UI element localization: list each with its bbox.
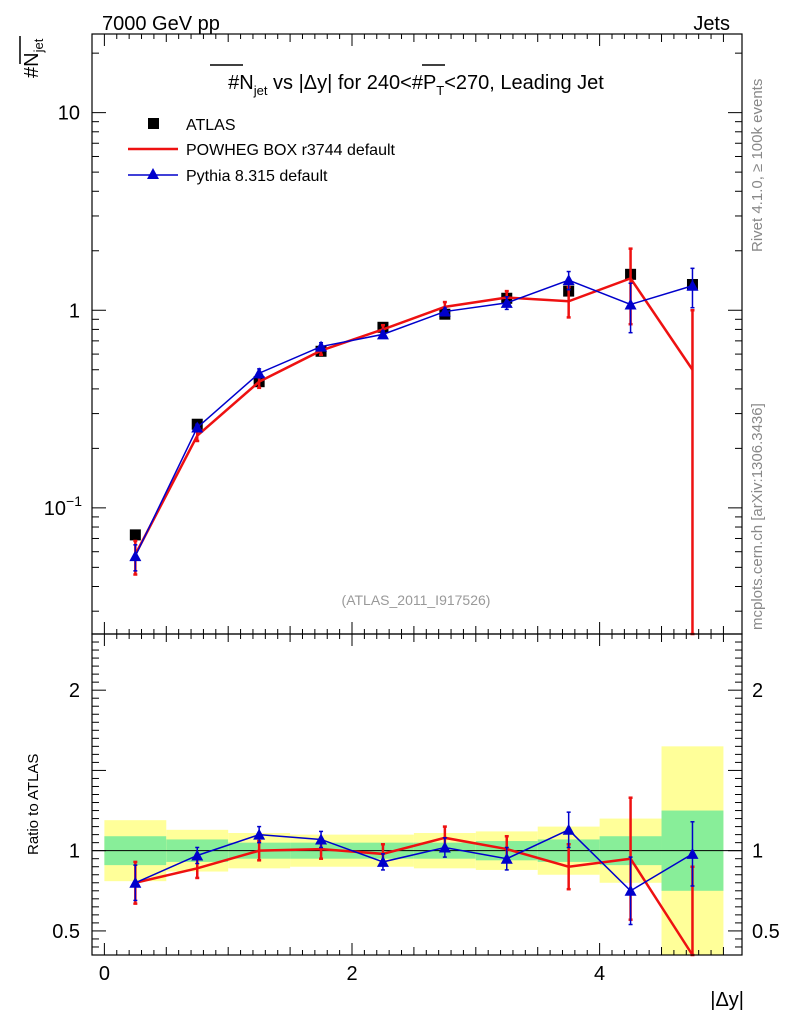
main-y-tick-label-1: 1 — [69, 300, 80, 322]
pythia-point-9 — [686, 279, 699, 291]
main-ylabel-prefix: # — [21, 66, 43, 78]
pythia-point-1 — [191, 421, 204, 433]
title-n-sub: jet — [253, 83, 268, 98]
legend-label-pythia: Pythia 8.315 default — [186, 168, 328, 185]
legend-marker-atlas — [148, 118, 159, 129]
main-y-tick-label-base-2: 10 — [44, 498, 66, 520]
pythia-ratio-point-9 — [686, 847, 699, 859]
x-tick-label-1: 2 — [346, 963, 357, 985]
pythia-ratio-point-6 — [500, 852, 513, 864]
process-label: Jets — [693, 13, 730, 35]
pythia-ratio-point-5 — [438, 841, 451, 853]
title-n: N — [239, 72, 253, 94]
pythia-point-6 — [500, 296, 513, 308]
svg-text:#Njet: #Njet — [21, 38, 46, 78]
pythia-point-0 — [129, 550, 142, 562]
pythia-ratio-line — [135, 828, 693, 892]
title-p-sub: T — [436, 83, 444, 98]
legend: ATLAS POWHEG BOX r3744 default Pythia 8.… — [128, 117, 396, 185]
pythia-ratio-point-2 — [253, 828, 266, 840]
x-axis-label: |Δy| — [710, 989, 744, 1011]
title-prefix: # — [228, 72, 240, 94]
powheg-ratio-line — [135, 836, 694, 956]
mcplots-label: mcplots.cern.ch [arXiv:1306.3436] — [749, 403, 766, 630]
title-p: P — [423, 72, 436, 94]
pythia-ratio-point-8 — [624, 884, 637, 896]
atlas-point-0 — [129, 529, 141, 541]
pythia-line — [134, 279, 693, 557]
ratio-y-tick-label-left-0: 2 — [69, 680, 80, 702]
main-ylabel-sub: jet — [31, 38, 46, 53]
pythia-point-2 — [253, 367, 266, 379]
plot-title: #Njet vs |Δy| for 240<#PT<270, Leading J… — [228, 72, 604, 98]
ratio-frame — [91, 633, 743, 956]
main-ylabel: #Njet — [19, 36, 46, 78]
rivet-info-label: Rivet 4.1.0, ≥ 100k events — [749, 79, 766, 252]
ratio-y-tick-label-left-2: 0.5 — [52, 921, 80, 943]
ratio-y-tick-label-right-1: 1 — [752, 841, 763, 863]
pythia-point-5 — [438, 305, 451, 317]
pythia-point-4 — [376, 328, 389, 340]
main-y-tick-label-exp-2: −1 — [66, 493, 82, 509]
legend-marker-pythia — [147, 168, 159, 179]
main-ylabel-n: N — [21, 52, 43, 66]
pythia-point-8 — [624, 298, 637, 310]
powheg-line — [134, 276, 694, 556]
x-tick-label-0: 0 — [99, 963, 110, 985]
pythia-ratio-point-7 — [562, 823, 575, 835]
pythia-point-7 — [562, 274, 575, 286]
ratio-y-tick-label-right-2: 0.5 — [752, 921, 780, 943]
title-mid: vs |Δy| for 240<# — [267, 72, 423, 94]
ratio-ylabel: Ratio to ATLAS — [25, 754, 42, 855]
legend-label-atlas: ATLAS — [186, 117, 236, 134]
pythia-ratio-point-1 — [191, 849, 204, 861]
main-y-tick-label-2: 10−1 — [44, 493, 82, 520]
energy-label: 7000 GeV pp — [102, 13, 220, 35]
watermark-label: (ATLAS_2011_I917526) — [342, 592, 491, 608]
x-tick-label-2: 4 — [594, 963, 605, 985]
pythia-point-3 — [315, 340, 328, 352]
pythia-ratio-point-0 — [129, 876, 142, 888]
pythia-ratio-point-3 — [315, 833, 328, 845]
legend-label-powheg: POWHEG BOX r3744 default — [186, 142, 396, 159]
ratio-panel: 0 2 4 2 2 1 1 0.5 0.5 Ratio to ATLAS |Δy| — [25, 633, 780, 1011]
pythia-ratio-point-4 — [376, 855, 389, 867]
ratio-y-tick-label-right-0: 2 — [752, 680, 763, 702]
ratio-plot-area: 0 2 4 2 2 1 1 0.5 0.5 — [52, 633, 780, 985]
title-suffix: <270, Leading Jet — [444, 72, 604, 94]
ratio-y-tick-label-left-1: 1 — [69, 841, 80, 863]
main-y-tick-label-0: 10 — [58, 103, 80, 125]
